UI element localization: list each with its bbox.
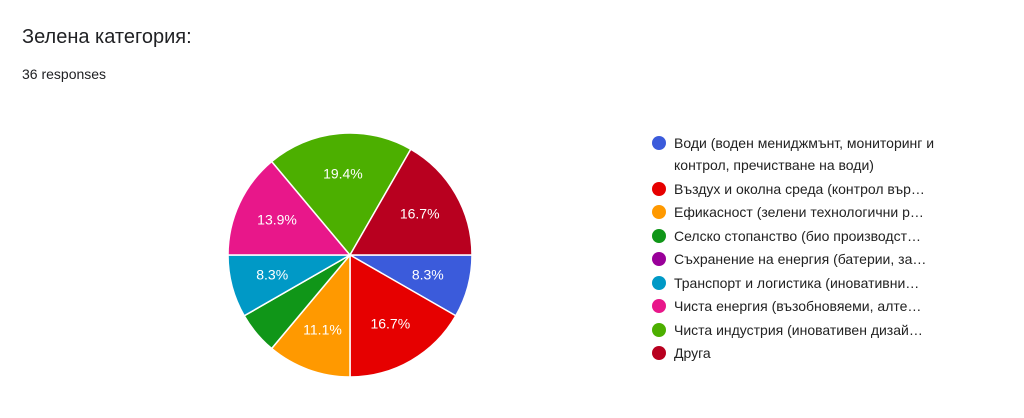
legend-item: Друга	[652, 342, 982, 364]
chart-title: Зелена категория:	[22, 26, 192, 48]
slice-label: 16.7%	[400, 205, 440, 221]
legend-swatch	[652, 228, 666, 243]
legend-swatch	[652, 346, 666, 360]
legend-label: Въздух и околна среда (контрол вър…	[674, 180, 925, 197]
legend-item: Селско стопанство (био производст…	[652, 225, 982, 247]
legend-label: Чиста индустрия (иновативен дизай…	[674, 321, 923, 338]
pie-slice	[348, 148, 473, 256]
pie-slice	[227, 160, 352, 256]
legend-label: Ефикасност (зелени технологични р…	[674, 204, 924, 220]
legend-label: Транспорт и логистика (иновативни…	[674, 274, 920, 291]
slice-label: 8.3%	[412, 266, 444, 282]
legend-swatch	[652, 136, 666, 150]
legend-label: Съхранение на енергия (батерии, за…	[674, 251, 927, 267]
slice-label: 19.4%	[323, 165, 363, 181]
slice-label: 8.3%	[256, 266, 288, 282]
legend-swatch	[652, 299, 666, 313]
legend-label: Чиста енергия (възобновяеми, алте…	[674, 298, 922, 314]
slice-label: 13.9%	[257, 212, 297, 228]
legend-swatch	[652, 275, 666, 290]
pie-slice	[349, 253, 457, 378]
response-count: 36 responses	[22, 66, 107, 82]
legend-label: Друга	[674, 345, 711, 361]
legend-item: Чиста енергия (възобновяеми, алте…	[652, 295, 982, 317]
legend: Води (воден мениджмънт, мониторинг и кон…	[652, 132, 982, 366]
slice-label: 16.7%	[370, 315, 410, 331]
legend-swatch	[652, 205, 666, 219]
pie-slice	[270, 132, 412, 257]
legend-item: Въздух и околна среда (контрол вър…	[652, 178, 982, 200]
legend-item: Ефикасност (зелени технологични р…	[652, 201, 982, 223]
legend-item: Съхранение на енергия (батерии, за…	[652, 248, 982, 270]
legend-item: Транспорт и логистика (иновативни…	[652, 272, 982, 294]
legend-swatch	[652, 252, 666, 266]
pie-slice	[270, 252, 351, 378]
legend-swatch	[652, 181, 666, 196]
legend-label: Селско стопанство (био производст…	[674, 227, 921, 244]
legend-swatch	[652, 322, 666, 337]
slice-label: 11.1%	[303, 321, 342, 337]
legend-label: Води (воден мениджмънт, мониторинг и кон…	[674, 135, 935, 173]
legend-item: Води (воден мениджмънт, мониторинг и кон…	[652, 132, 982, 176]
legend-item: Чиста индустрия (иновативен дизай…	[652, 319, 982, 341]
